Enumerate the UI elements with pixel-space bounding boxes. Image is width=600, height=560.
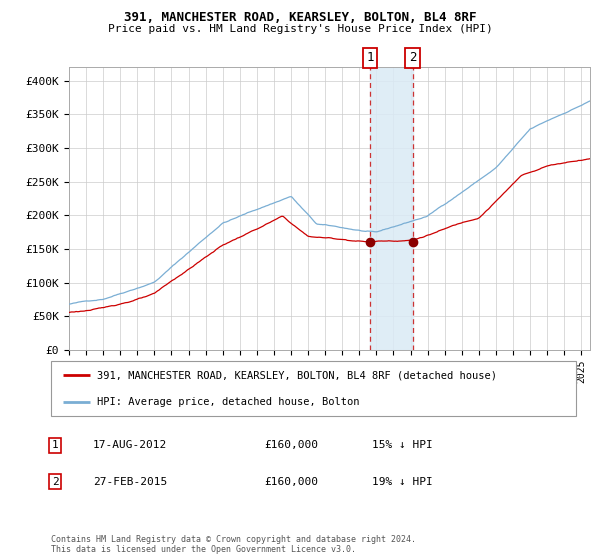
Text: 17-AUG-2012: 17-AUG-2012 bbox=[93, 440, 167, 450]
Text: 2: 2 bbox=[52, 477, 59, 487]
Text: HPI: Average price, detached house, Bolton: HPI: Average price, detached house, Bolt… bbox=[97, 397, 360, 407]
Text: Price paid vs. HM Land Registry's House Price Index (HPI): Price paid vs. HM Land Registry's House … bbox=[107, 24, 493, 34]
Text: £160,000: £160,000 bbox=[264, 477, 318, 487]
Text: £160,000: £160,000 bbox=[264, 440, 318, 450]
Text: 391, MANCHESTER ROAD, KEARSLEY, BOLTON, BL4 8RF (detached house): 391, MANCHESTER ROAD, KEARSLEY, BOLTON, … bbox=[97, 371, 497, 380]
Text: 1: 1 bbox=[366, 52, 374, 64]
Text: 27-FEB-2015: 27-FEB-2015 bbox=[93, 477, 167, 487]
Text: 15% ↓ HPI: 15% ↓ HPI bbox=[372, 440, 433, 450]
Text: 1: 1 bbox=[52, 440, 59, 450]
Bar bbox=[370, 67, 413, 350]
Text: Contains HM Land Registry data © Crown copyright and database right 2024.
This d: Contains HM Land Registry data © Crown c… bbox=[51, 535, 416, 554]
Text: 19% ↓ HPI: 19% ↓ HPI bbox=[372, 477, 433, 487]
Text: 2: 2 bbox=[409, 52, 416, 64]
Text: 391, MANCHESTER ROAD, KEARSLEY, BOLTON, BL4 8RF: 391, MANCHESTER ROAD, KEARSLEY, BOLTON, … bbox=[124, 11, 476, 24]
FancyBboxPatch shape bbox=[51, 361, 576, 416]
